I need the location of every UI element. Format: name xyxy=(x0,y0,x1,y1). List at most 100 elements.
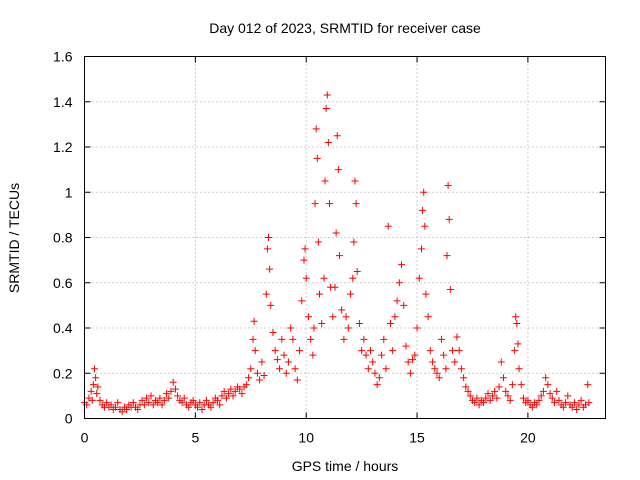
data-point xyxy=(316,290,324,298)
data-point xyxy=(88,396,96,404)
data-point xyxy=(480,399,488,407)
data-point xyxy=(524,396,532,404)
data-point xyxy=(562,399,570,407)
data-point xyxy=(488,392,496,400)
data-point xyxy=(90,365,98,373)
y-tick-label: 0.6 xyxy=(53,275,73,291)
data-point xyxy=(196,399,204,407)
data-point xyxy=(344,324,352,332)
data-point xyxy=(158,401,166,409)
data-point xyxy=(236,385,244,393)
data-point xyxy=(304,313,312,321)
data-point xyxy=(296,347,304,355)
data-point xyxy=(178,399,186,407)
data-point xyxy=(269,329,277,337)
data-point xyxy=(575,401,583,409)
data-point xyxy=(419,206,427,214)
data-point xyxy=(417,245,425,253)
data-point xyxy=(291,365,299,373)
data-point xyxy=(544,381,552,389)
x-axis-label: GPS time / hours xyxy=(292,458,399,474)
data-point xyxy=(129,399,137,407)
data-point xyxy=(298,297,306,305)
data-point xyxy=(180,394,188,402)
data-point xyxy=(513,319,521,327)
data-point xyxy=(329,313,337,321)
data-point xyxy=(338,306,346,314)
data-point xyxy=(353,267,361,275)
data-point xyxy=(411,351,419,359)
data-point xyxy=(512,313,520,321)
data-point xyxy=(382,365,390,373)
data-point xyxy=(309,351,317,359)
data-point xyxy=(351,177,359,185)
data-point xyxy=(331,283,339,291)
data-point xyxy=(311,200,319,208)
grid-lines xyxy=(84,56,606,419)
data-point xyxy=(395,279,403,287)
data-point xyxy=(570,399,578,407)
data-point xyxy=(378,351,386,359)
data-point xyxy=(250,317,258,325)
data-point xyxy=(302,274,310,282)
data-point xyxy=(559,403,567,411)
data-point xyxy=(553,387,561,395)
data-point xyxy=(393,297,401,305)
data-point xyxy=(573,405,581,413)
y-tick-label: 1.2 xyxy=(53,139,73,155)
data-point xyxy=(460,374,468,382)
data-point xyxy=(263,245,271,253)
data-point xyxy=(322,105,330,113)
data-point xyxy=(421,222,429,230)
data-point xyxy=(391,313,399,321)
data-point xyxy=(227,385,235,393)
data-point xyxy=(185,403,193,411)
data-point xyxy=(514,340,522,348)
data-point xyxy=(402,342,410,350)
data-point xyxy=(174,392,182,400)
data-point xyxy=(437,335,445,343)
data-point xyxy=(266,265,274,273)
data-point xyxy=(96,396,104,404)
data-point xyxy=(301,245,309,253)
data-point xyxy=(371,369,379,377)
data-point xyxy=(495,383,503,391)
data-point xyxy=(384,222,392,230)
data-point xyxy=(169,378,177,386)
data-point xyxy=(202,396,210,404)
data-point xyxy=(413,324,421,332)
data-point xyxy=(334,166,342,174)
data-point xyxy=(123,405,131,413)
data-point xyxy=(389,347,397,355)
data-point xyxy=(444,181,452,189)
data-point xyxy=(145,399,153,407)
data-point xyxy=(278,335,286,343)
data-point xyxy=(293,376,301,384)
data-point xyxy=(333,132,341,140)
data-point xyxy=(260,372,268,380)
y-tick-label: 1.6 xyxy=(53,49,73,65)
data-point xyxy=(466,392,474,400)
data-point xyxy=(225,390,233,398)
data-point xyxy=(535,396,543,404)
data-point xyxy=(548,394,556,402)
data-point xyxy=(352,200,360,208)
data-point xyxy=(358,347,366,355)
data-point xyxy=(533,401,541,409)
data-point xyxy=(324,138,332,146)
data-point xyxy=(375,374,383,382)
data-point xyxy=(360,335,368,343)
data-point xyxy=(94,383,102,391)
data-point xyxy=(247,365,255,373)
data-point xyxy=(350,238,358,246)
data-point xyxy=(457,365,465,373)
data-point xyxy=(415,274,423,282)
plot-frame xyxy=(84,56,606,419)
data-point xyxy=(420,188,428,196)
chart-title: Day 012 of 2023, SRMTID for receiver cas… xyxy=(209,20,481,36)
data-point xyxy=(364,365,372,373)
data-point xyxy=(446,286,454,294)
data-point xyxy=(443,252,451,260)
data-point xyxy=(149,401,157,409)
